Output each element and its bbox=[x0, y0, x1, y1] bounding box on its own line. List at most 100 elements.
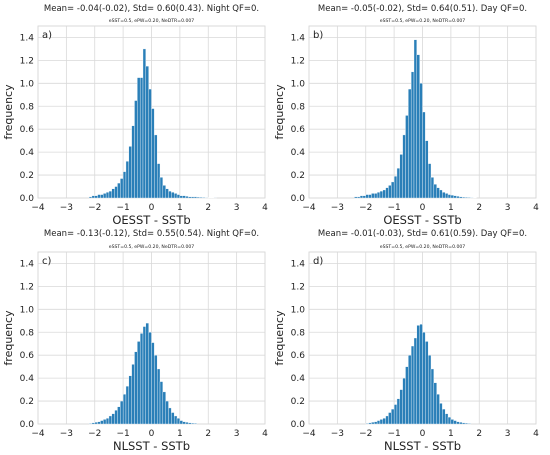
histogram-bar bbox=[430, 177, 435, 199]
histogram-bar bbox=[442, 408, 446, 425]
histogram-bar bbox=[154, 355, 158, 425]
x-tick-label: −4 bbox=[302, 429, 316, 439]
histogram-bar bbox=[462, 196, 466, 199]
histogram-bar bbox=[442, 192, 446, 199]
histogram-bar bbox=[399, 154, 403, 199]
histogram-bar bbox=[185, 422, 189, 425]
histogram-bar bbox=[134, 100, 138, 199]
histogram-bar bbox=[467, 197, 471, 199]
histogram-bar bbox=[430, 368, 435, 425]
histogram-bar bbox=[445, 193, 449, 199]
histogram-bar bbox=[94, 195, 98, 199]
histogram-bar bbox=[168, 190, 172, 199]
histogram-bar bbox=[362, 195, 366, 199]
x-tick-label: 0 bbox=[149, 429, 155, 439]
histogram-bar bbox=[368, 422, 372, 425]
y-axis-label: frequency bbox=[2, 84, 15, 140]
histogram-bar bbox=[376, 192, 381, 199]
histogram-bar bbox=[459, 422, 463, 425]
histogram-bar bbox=[176, 194, 181, 199]
histogram-bar bbox=[120, 400, 124, 425]
x-tick-label: 0 bbox=[420, 429, 426, 439]
histogram-bar bbox=[148, 332, 152, 425]
histogram-bar bbox=[376, 420, 381, 425]
histogram-bar bbox=[393, 176, 398, 199]
histogram-bar bbox=[139, 77, 144, 199]
histogram-bar bbox=[371, 193, 375, 199]
x-tick-label: −2 bbox=[359, 429, 372, 439]
histogram-bar bbox=[100, 194, 104, 199]
x-tick-label: 0 bbox=[149, 203, 155, 213]
histogram-bar bbox=[456, 196, 460, 199]
y-tick-label: 0.8 bbox=[291, 328, 306, 338]
y-tick-label: 0.2 bbox=[291, 397, 305, 407]
histogram-bar bbox=[391, 408, 395, 425]
histogram-bar bbox=[439, 189, 443, 199]
y-tick-label: 0.0 bbox=[291, 420, 306, 430]
histogram-bar bbox=[176, 418, 181, 425]
histogram-bar bbox=[385, 415, 389, 425]
histogram-bar bbox=[422, 111, 426, 199]
histogram-bar bbox=[382, 189, 386, 199]
histogram-bar bbox=[97, 421, 101, 425]
histogram-bar bbox=[422, 332, 426, 425]
y-axis-label: frequency bbox=[273, 84, 286, 140]
x-tick-label: −4 bbox=[302, 203, 316, 213]
histogram-bar bbox=[179, 195, 183, 199]
histogram-bar bbox=[185, 196, 189, 199]
histogram-bar bbox=[179, 420, 183, 425]
x-tick-label: 1 bbox=[448, 203, 454, 213]
histogram-bar bbox=[111, 188, 115, 199]
histogram-bar bbox=[125, 161, 129, 199]
histogram-bar bbox=[157, 368, 161, 425]
y-tick-label: 0.2 bbox=[291, 171, 305, 181]
histogram-bar bbox=[365, 194, 369, 199]
y-tick-label: 0.0 bbox=[20, 420, 35, 430]
histogram-bar bbox=[391, 181, 395, 199]
histogram-bar bbox=[159, 177, 164, 199]
histogram-bar bbox=[105, 418, 110, 425]
x-tick-label: −3 bbox=[331, 203, 344, 213]
histogram-bar bbox=[134, 351, 138, 425]
histogram-bar bbox=[103, 419, 107, 425]
histogram-bar bbox=[405, 366, 409, 425]
histogram-bar bbox=[145, 65, 149, 199]
x-tick-label: −3 bbox=[60, 429, 73, 439]
x-axis-label: OESST - SSTb bbox=[383, 213, 461, 227]
histogram-bar bbox=[139, 333, 144, 425]
histogram-bar bbox=[379, 190, 383, 199]
panel-title: Mean= -0.13(-0.12), Std= 0.55(0.54). Nig… bbox=[44, 229, 259, 239]
histogram-bar bbox=[137, 77, 141, 199]
histogram-bar bbox=[128, 375, 132, 425]
y-tick-label: 0.2 bbox=[20, 397, 34, 407]
y-tick-label: 0.8 bbox=[291, 102, 306, 112]
histogram-bar bbox=[410, 71, 415, 199]
histogram-bar bbox=[97, 194, 101, 199]
histogram-bar bbox=[467, 423, 471, 425]
histogram-bar bbox=[168, 407, 172, 425]
histogram-bar bbox=[427, 163, 432, 199]
histogram-bar bbox=[436, 394, 440, 425]
y-tick-label: 0.0 bbox=[20, 194, 35, 204]
y-tick-label: 0.6 bbox=[20, 351, 35, 361]
y-tick-label: 1.0 bbox=[20, 305, 35, 315]
x-axis-label: OESST - SSTb bbox=[112, 213, 190, 227]
panel-subtitle: eSST=0.5, ePW=0.20, NeDTR=0.007 bbox=[109, 18, 195, 24]
histogram-bar bbox=[174, 415, 178, 425]
histogram-bar bbox=[462, 422, 466, 425]
histogram-bar bbox=[88, 423, 93, 425]
histogram-bar bbox=[402, 377, 406, 425]
histogram-bar bbox=[199, 197, 203, 199]
histogram-bar bbox=[374, 193, 378, 199]
panel-subtitle: eSST=0.5, ePW=0.20, NeDTR=0.007 bbox=[380, 18, 466, 24]
y-tick-label: 1.0 bbox=[291, 79, 306, 89]
histogram-bar bbox=[419, 324, 423, 425]
histogram-bar bbox=[371, 422, 375, 425]
x-tick-label: −2 bbox=[88, 429, 101, 439]
y-tick-label: 0.4 bbox=[20, 148, 35, 158]
y-tick-label: 0.4 bbox=[291, 374, 306, 384]
histogram-bar bbox=[142, 48, 147, 199]
histogram-bar bbox=[464, 197, 469, 199]
histogram-bar bbox=[405, 115, 409, 199]
histogram-bar bbox=[456, 421, 460, 425]
